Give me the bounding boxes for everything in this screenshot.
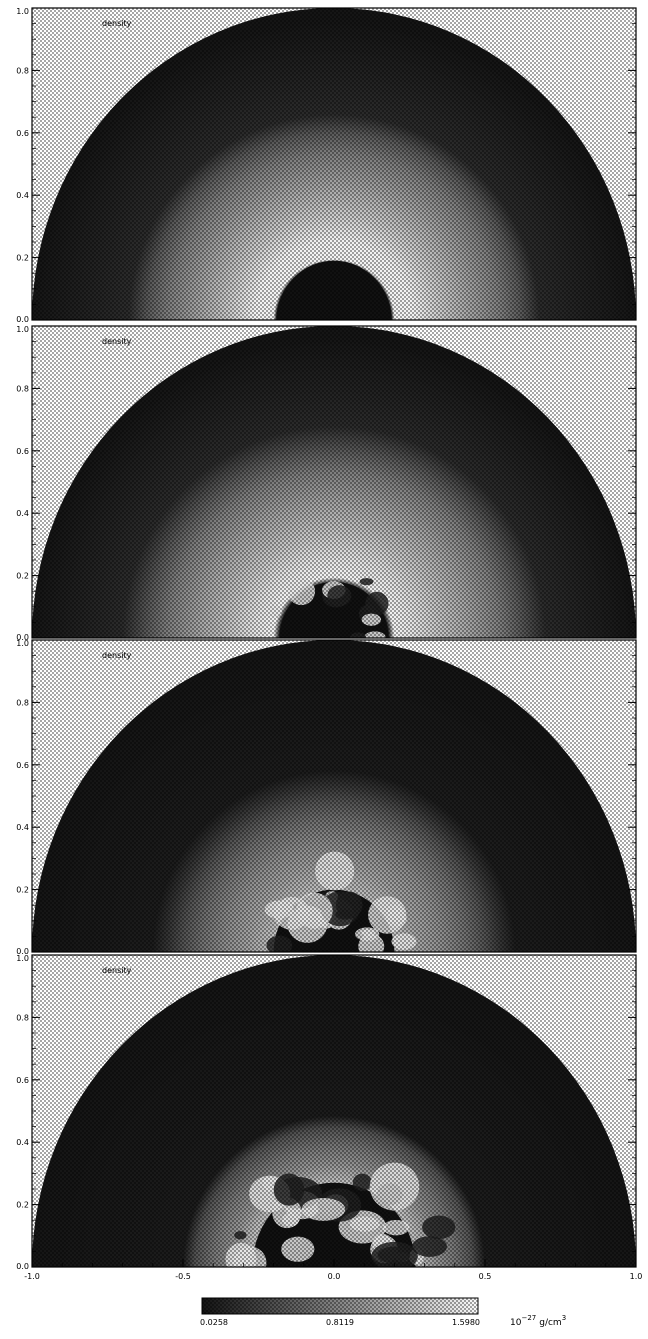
x-tick-label: -1.0: [24, 1272, 40, 1281]
y-tick-label: 0.4: [16, 823, 29, 832]
y-tick-label: 1.0: [16, 7, 29, 16]
dither-overlay: [32, 8, 636, 320]
y-tick-label: 0.4: [16, 509, 29, 518]
y-tick-label: 0.2: [16, 1201, 29, 1210]
x-tick-label: -0.5: [175, 1272, 191, 1281]
y-tick-label: 0.6: [16, 1076, 29, 1085]
panel-label: density: [102, 19, 132, 28]
colorbar-tick-label: 0.0258: [200, 1318, 228, 1327]
panel-1: 0.0 0.2 0.4 0.6 0.8 1.0 density: [16, 7, 637, 324]
y-tick-label: 1.0: [16, 639, 29, 648]
panel-label: density: [102, 651, 132, 660]
colorbar-unit: 10−27 g/cm3: [510, 1314, 566, 1328]
y-tick-label: 0.0: [16, 947, 29, 956]
dither-overlay: [32, 955, 636, 1267]
y-tick-label: 0.4: [16, 1138, 29, 1147]
y-tick-label: 0.2: [16, 254, 29, 263]
panel-label: density: [102, 966, 132, 975]
y-tick-label: 0.4: [16, 191, 29, 200]
y-tick-label: 0.2: [16, 572, 29, 581]
y-tick-label: 0.0: [16, 1262, 29, 1271]
y-tick-label: 0.8: [16, 384, 29, 393]
dither-overlay: [32, 640, 636, 952]
x-tick-label: 0.5: [479, 1272, 492, 1281]
y-tick-label: 0.0: [16, 633, 29, 642]
y-tick-label: 0.8: [16, 66, 29, 75]
y-tick-label: 0.8: [16, 698, 29, 707]
y-tick-label: 0.6: [16, 447, 29, 456]
colorbar-tick-label: 0.8119: [326, 1318, 354, 1327]
colorbar-tick-label: 1.5980: [452, 1318, 480, 1327]
panel-2: 0.0 0.2 0.4 0.6 0.8 1.0 density: [16, 325, 637, 642]
y-tick-label: 0.0: [16, 315, 29, 324]
y-tick-label: 1.0: [16, 325, 29, 334]
y-tick-label: 0.6: [16, 761, 29, 770]
panel-label: density: [102, 337, 132, 346]
dither-overlay: [32, 326, 636, 638]
y-tick-label: 1.0: [16, 954, 29, 963]
y-tick-label: 0.6: [16, 129, 29, 138]
x-tick-label: 0.0: [328, 1272, 341, 1281]
panel-4: 0.0 0.2 0.4 0.6 0.8 1.0 density: [16, 954, 637, 1271]
colorbar-dither: [202, 1298, 478, 1314]
x-tick-label: 1.0: [630, 1272, 643, 1281]
y-tick-label: 0.2: [16, 886, 29, 895]
y-tick-label: 0.8: [16, 1013, 29, 1022]
panel-3: 0.0 0.2 0.4 0.6 0.8 1.0 density: [16, 639, 637, 956]
